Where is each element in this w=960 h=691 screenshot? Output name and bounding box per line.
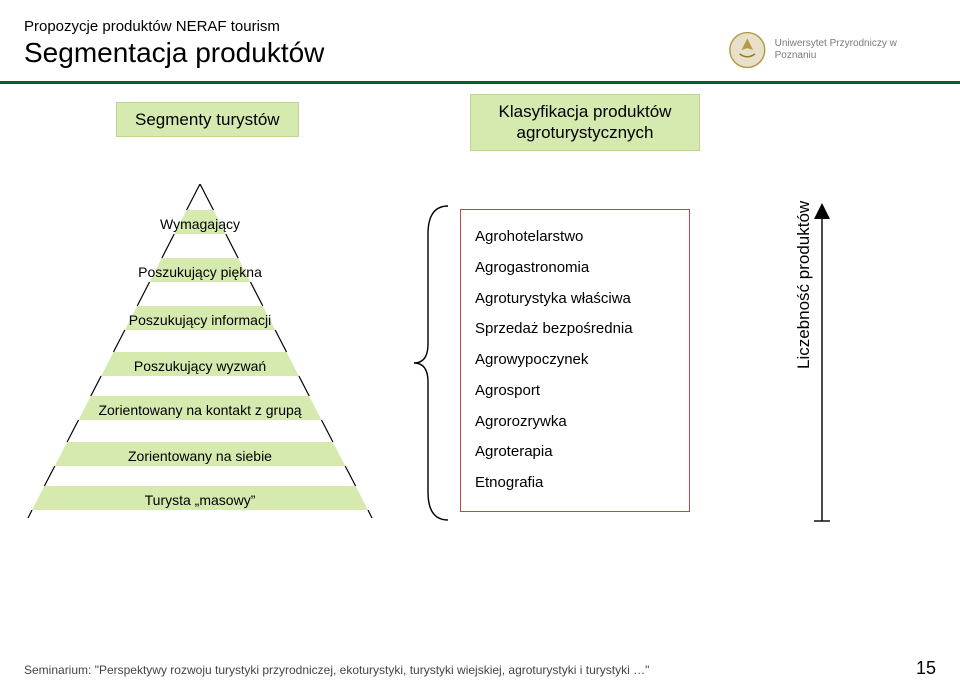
classification-item: Agroterapia [475, 437, 675, 468]
footer-text: Seminarium: "Perspektywy rozwoju turysty… [24, 663, 649, 677]
segments-title: Segmenty turystów [135, 110, 280, 129]
classification-item: Agroturystyka właściwa [475, 284, 675, 315]
classification-box: Agrohotelarstwo Agrogastronomia Agrotury… [460, 209, 690, 512]
slide-content: Segmenty turystów Klasyfikacja produktów… [0, 84, 960, 624]
pyramid-level: Poszukujący piękna [20, 264, 380, 280]
classification-item: Agrohotelarstwo [475, 222, 675, 253]
slide-footer: Seminarium: "Perspektywy rozwoju turysty… [24, 658, 936, 679]
classification-item: Agrorozrywka [475, 407, 675, 438]
count-arrow: Liczebność produktów [750, 199, 840, 529]
segments-pyramid: Wymagający Poszukujący piękna Poszukując… [20, 184, 380, 524]
pyramid-level: Zorientowany na kontakt z grupą [20, 402, 380, 418]
pyramid-outlines [28, 184, 372, 518]
eagle-crest-icon [726, 28, 769, 72]
segments-title-box: Segmenty turystów [116, 102, 299, 137]
pyramid-level: Wymagający [20, 216, 380, 232]
page-number: 15 [916, 658, 936, 679]
pyramid-level: Zorientowany na siebie [20, 448, 380, 464]
pyramid-level: Turysta „masowy” [20, 492, 380, 508]
logo-text: Uniwersytet Przyrodniczy w Poznaniu [775, 38, 936, 62]
university-logo: Uniwersytet Przyrodniczy w Poznaniu [726, 28, 936, 72]
classification-item: Sprzedaż bezpośrednia [475, 314, 675, 345]
classification-item: Etnografia [475, 468, 675, 499]
classification-item: Agrogastronomia [475, 253, 675, 284]
pyramid-level: Poszukujący informacji [20, 312, 380, 328]
pyramid-svg [20, 184, 380, 524]
classification-title-box: Klasyfikacja produktów agroturystycznych [470, 94, 700, 151]
arrow-label: Liczebność produktów [794, 201, 814, 369]
classification-item: Agrowypoczynek [475, 345, 675, 376]
classification-item: Agrosport [475, 376, 675, 407]
classification-title: Klasyfikacja produktów agroturystycznych [499, 102, 672, 142]
pyramid-level: Poszukujący wyzwań [20, 358, 380, 374]
curly-bracket [408, 204, 456, 522]
